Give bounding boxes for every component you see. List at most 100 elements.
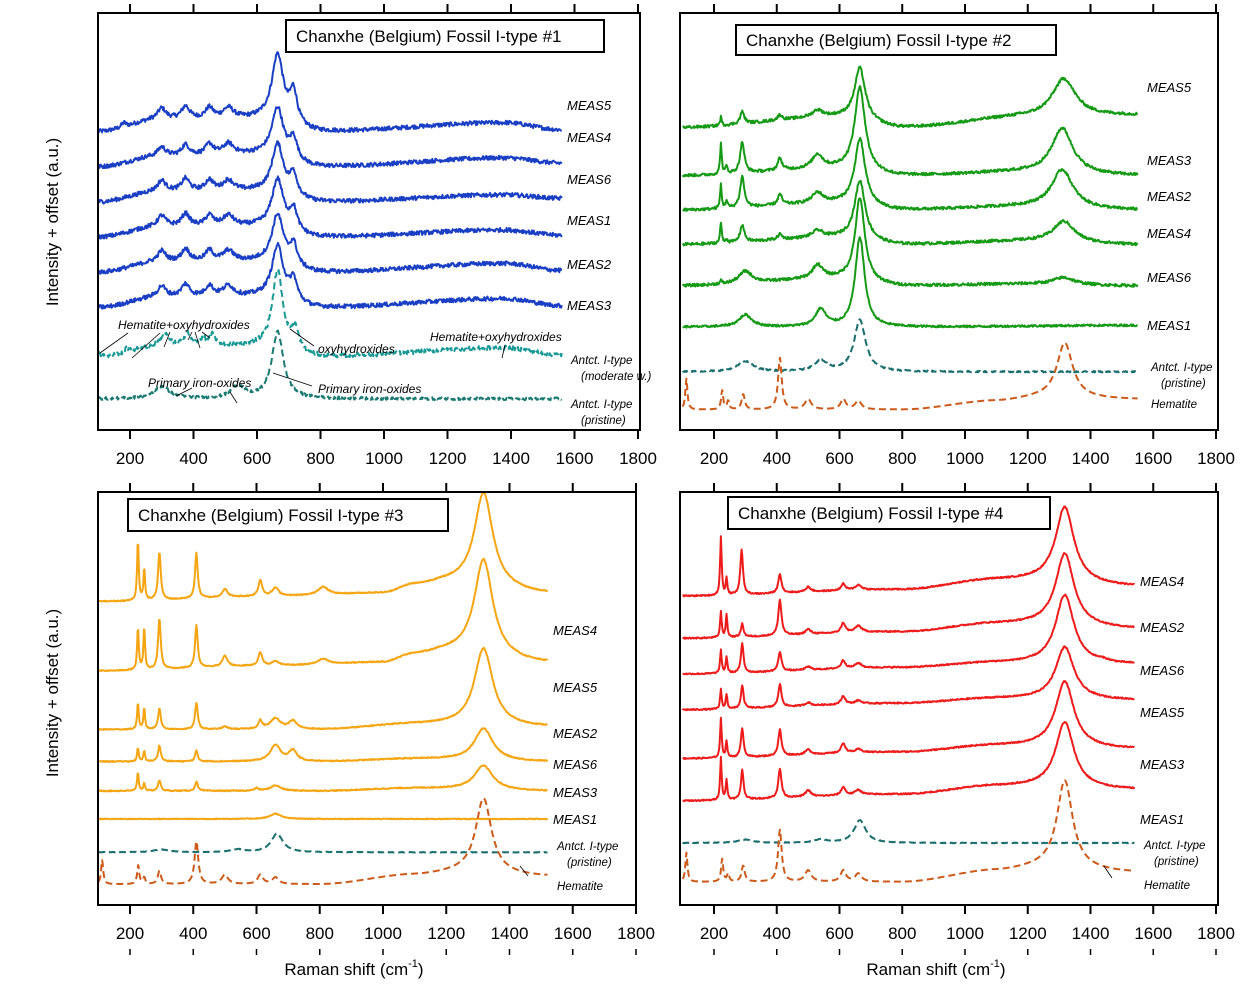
series-label: Antct. I-type	[556, 841, 618, 853]
series-label: Antct. I-type	[1150, 362, 1212, 374]
annotation-leader-line	[194, 331, 201, 349]
x-tick-label: 1200	[427, 924, 465, 943]
series-line-meas3	[98, 764, 548, 793]
x-tick-label: 1600	[556, 449, 594, 468]
series-label: (pristine)	[567, 857, 612, 869]
panel-1: MEAS5 MEAS4 MEAS6 MEAS1 MEAS2 MEAS3 Antct. I-t…	[97, 4, 657, 468]
series-label: MEAS4	[567, 130, 611, 145]
panel-title: Chanxhe (Belgium) Fossil I-type #1	[296, 27, 562, 46]
series-line-meas2	[98, 646, 548, 731]
x-tick-label: 400	[179, 449, 207, 468]
series-line-meas3	[682, 680, 1135, 760]
x-tick-label: 1400	[1072, 924, 1110, 943]
series-line-meas2	[682, 552, 1135, 640]
panel-2: MEAS5 MEAS3 MEAS2 MEAS4 MEAS6 MEAS1 Antct. I-t…	[679, 4, 1235, 468]
x-axis-label-close: )	[1000, 960, 1006, 979]
series-label: Antct. I-type	[1143, 840, 1205, 852]
x-tick-label: 1800	[619, 449, 657, 468]
series-line-meas1	[682, 720, 1136, 803]
x-tick-label: 1800	[617, 924, 655, 943]
series-line-meas3	[98, 241, 563, 310]
annotation-leader-line	[99, 332, 129, 354]
series-label: Hematite	[1144, 880, 1190, 892]
series-label: MEAS6	[567, 172, 612, 187]
x-tick-label: 200	[700, 449, 728, 468]
series-line-meas4	[681, 179, 1139, 247]
peak-annotation: Hematite+oxyhydroxides	[118, 318, 250, 332]
series-line-antct-i-type-pristine-	[682, 819, 1135, 845]
series-group	[681, 65, 1139, 411]
plot-frame	[679, 491, 1219, 906]
series-line-meas6	[98, 727, 549, 763]
x-axis-label-left: Raman shift (cm-1)	[284, 958, 423, 979]
series-group	[98, 51, 563, 402]
series-label: MEAS6	[1140, 663, 1185, 678]
x-tick-label: 600	[825, 449, 853, 468]
x-tick-label: 1000	[364, 924, 402, 943]
x-tick-label: 1200	[1009, 449, 1047, 468]
series-group	[98, 492, 549, 885]
annotation-leader-line	[175, 387, 193, 397]
annotation-leader-line	[289, 328, 315, 347]
series-label: MEAS4	[553, 623, 597, 638]
x-tick-label: 400	[763, 924, 791, 943]
annotation-leader-line	[201, 331, 211, 339]
series-line-antct-i-type-pristine-	[98, 329, 563, 402]
x-tick-label: 600	[242, 924, 270, 943]
x-tick-label: 400	[763, 449, 791, 468]
series-label: MEAS2	[567, 257, 612, 272]
x-axis-label-text: Raman shift (cm	[284, 960, 408, 979]
x-tick-label: 600	[825, 924, 853, 943]
series-label: MEAS6	[553, 757, 598, 772]
x-tick-label: 800	[306, 449, 334, 468]
series-line-hematite	[681, 341, 1138, 411]
series-label: (moderate w.)	[581, 371, 651, 383]
series-line-meas1	[98, 812, 549, 821]
panel-title-box	[127, 498, 449, 532]
series-label: MEAS1	[1140, 812, 1184, 827]
series-label: MEAS5	[1140, 705, 1185, 720]
series-label: MEAS5	[567, 98, 612, 113]
series-label: MEAS3	[553, 785, 598, 800]
series-label: MEAS1	[567, 213, 611, 228]
series-line-meas5	[682, 65, 1138, 130]
x-tick-label: 1000	[946, 924, 984, 943]
annotation-leader-line	[272, 372, 313, 387]
series-line-meas4	[98, 492, 549, 603]
x-tick-label: 400	[179, 924, 207, 943]
panel-4: MEAS4 MEAS2 MEAS6 MEAS5 MEAS3 MEAS1 Antct. I-t…	[679, 483, 1235, 955]
x-tick-label: 1000	[365, 449, 403, 468]
x-tick-label: 1200	[429, 449, 467, 468]
panel-title-box	[727, 496, 1051, 530]
series-line-meas6	[98, 140, 563, 205]
series-line-meas1	[98, 175, 563, 240]
x-tick-label: 800	[888, 924, 916, 943]
panel-title: Chanxhe (Belgium) Fossil I-type #3	[138, 506, 404, 525]
x-axis-label-text: Raman shift (cm	[866, 960, 990, 979]
series-line-meas4	[98, 106, 563, 170]
plot-frame	[679, 12, 1219, 431]
peak-annotation: oxyhydroxides	[318, 342, 395, 356]
series-line-hematite	[98, 797, 548, 885]
series-line-antct-i-type-pristine-	[681, 318, 1139, 374]
plot-frame	[97, 491, 637, 906]
series-line-meas2	[682, 136, 1138, 212]
x-tick-label: 200	[700, 924, 728, 943]
series-line-antct-i-type-moderate-w-	[98, 269, 563, 359]
series-label: MEAS3	[1140, 757, 1185, 772]
x-tick-label: 1600	[1134, 924, 1172, 943]
annotation-leader-line	[163, 331, 171, 348]
series-line-meas3	[681, 85, 1139, 178]
panel-title: Chanxhe (Belgium) Fossil I-type #4	[738, 504, 1004, 523]
series-line-meas5	[98, 51, 563, 134]
series-label: MEAS2	[1147, 189, 1192, 204]
x-tick-label: 1800	[1197, 924, 1235, 943]
peak-annotation: Hematite+oxyhydroxides	[430, 330, 562, 344]
panel-title-box	[735, 24, 1057, 56]
series-line-meas5	[681, 645, 1135, 712]
series-label: (pristine)	[1161, 378, 1206, 390]
series-label: MEAS2	[553, 726, 598, 741]
x-tick-label: 1800	[1197, 449, 1235, 468]
series-label: MEAS4	[1147, 226, 1191, 241]
